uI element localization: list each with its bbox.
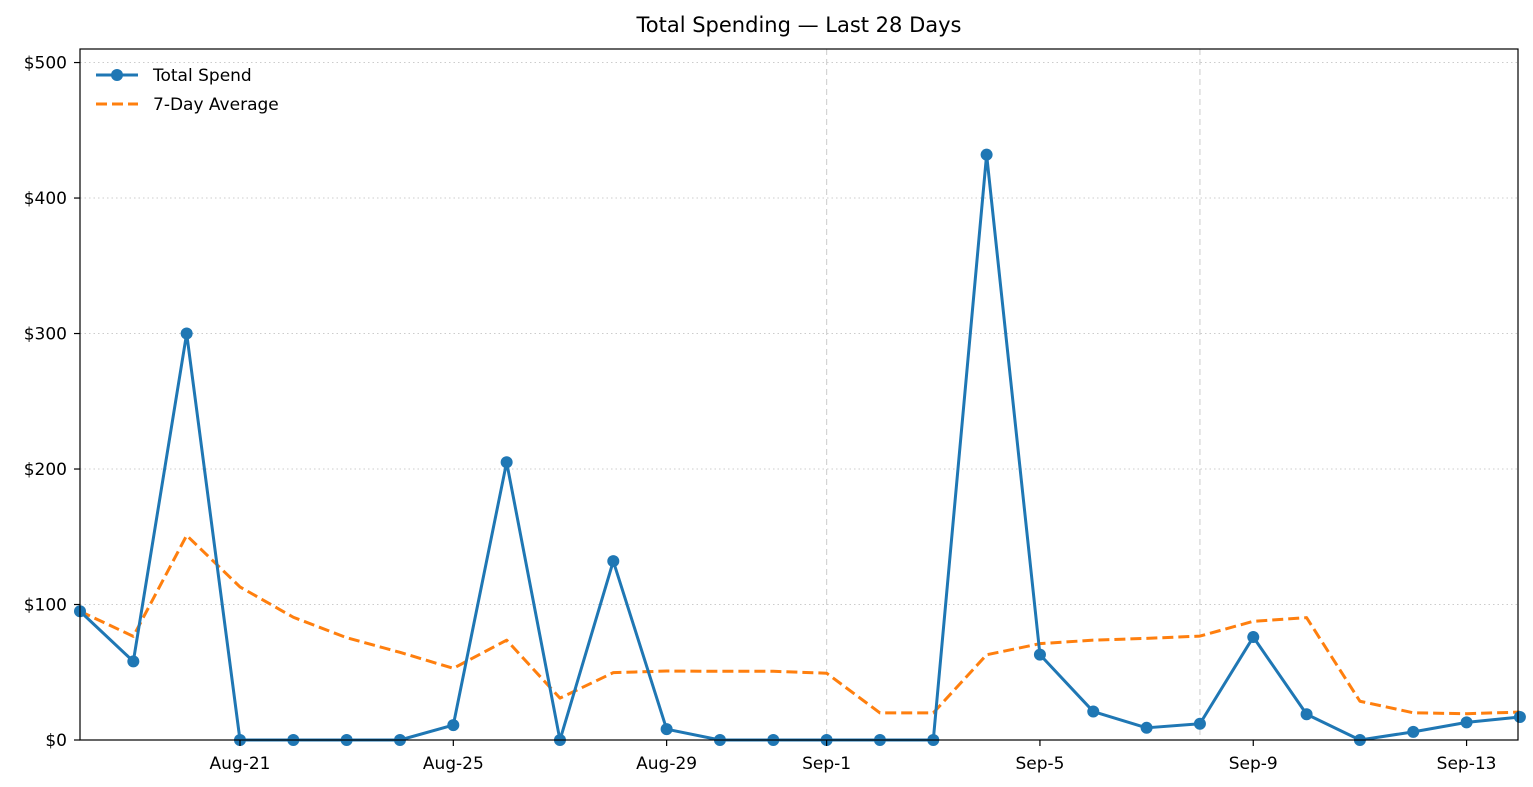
y-tick-label: $0 xyxy=(45,731,67,751)
data-point-aug-20 xyxy=(180,327,193,340)
x-tick-label: Sep-13 xyxy=(1437,754,1497,774)
y-tick-label: $100 xyxy=(24,596,67,616)
x-tick-label: Sep-1 xyxy=(802,754,851,774)
data-point-sep-7 xyxy=(1140,721,1153,734)
legend-entry-total-spend: Total Spend xyxy=(96,66,252,86)
y-tick-label: $200 xyxy=(24,460,67,480)
data-point-sep-13 xyxy=(1460,716,1473,729)
legend-marker xyxy=(111,69,123,81)
data-point-sep-8 xyxy=(1193,717,1206,730)
data-point-aug-25 xyxy=(447,719,460,732)
x-axis: Aug-21 Aug-25 Aug-29 Sep-1 Sep-5 Sep-9 Sep-13 xyxy=(210,740,1497,774)
grid-layer xyxy=(80,62,1518,741)
legend-label: 7-Day Average xyxy=(153,95,279,115)
x-tick-label: Aug-25 xyxy=(423,754,484,774)
data-point-aug-26 xyxy=(500,456,513,469)
series-total-spend xyxy=(74,148,1526,746)
x-tick-label: Sep-9 xyxy=(1229,754,1278,774)
data-point-aug-19 xyxy=(127,655,140,668)
data-point-sep-4 xyxy=(980,148,993,161)
data-point-sep-14 xyxy=(1513,710,1526,723)
series-line-total-spend xyxy=(78,153,1521,742)
legend-entry-7-day-average: 7-Day Average xyxy=(96,95,279,115)
data-point-aug-29 xyxy=(660,723,673,736)
data-point-aug-28 xyxy=(607,555,620,568)
legend: Total Spend 7-Day Average xyxy=(96,66,279,115)
plot-frame xyxy=(79,48,1519,741)
y-axis: $0 $100 $200 $300 $400 $500 xyxy=(24,54,80,751)
y-tick-label: $500 xyxy=(24,54,67,74)
x-tick-label: Aug-21 xyxy=(210,754,271,774)
x-tick-label: Sep-5 xyxy=(1015,754,1064,774)
series-line-7-day-average xyxy=(79,533,1520,716)
x-tick-label: Aug-29 xyxy=(636,754,697,774)
data-point-sep-5 xyxy=(1033,648,1046,661)
data-point-sep-6 xyxy=(1087,705,1100,718)
y-tick-label: $400 xyxy=(24,189,67,209)
series-7-day-average xyxy=(79,533,1520,716)
legend-label: Total Spend xyxy=(152,66,252,86)
vertical-markers xyxy=(826,49,1201,740)
y-tick-label: $300 xyxy=(24,325,67,345)
data-point-sep-12 xyxy=(1407,725,1420,738)
series-layer xyxy=(74,148,1526,746)
chart-title: Total Spending — Last 28 Days xyxy=(636,13,962,37)
data-point-sep-9 xyxy=(1247,631,1260,644)
data-point-sep-10 xyxy=(1300,708,1313,721)
